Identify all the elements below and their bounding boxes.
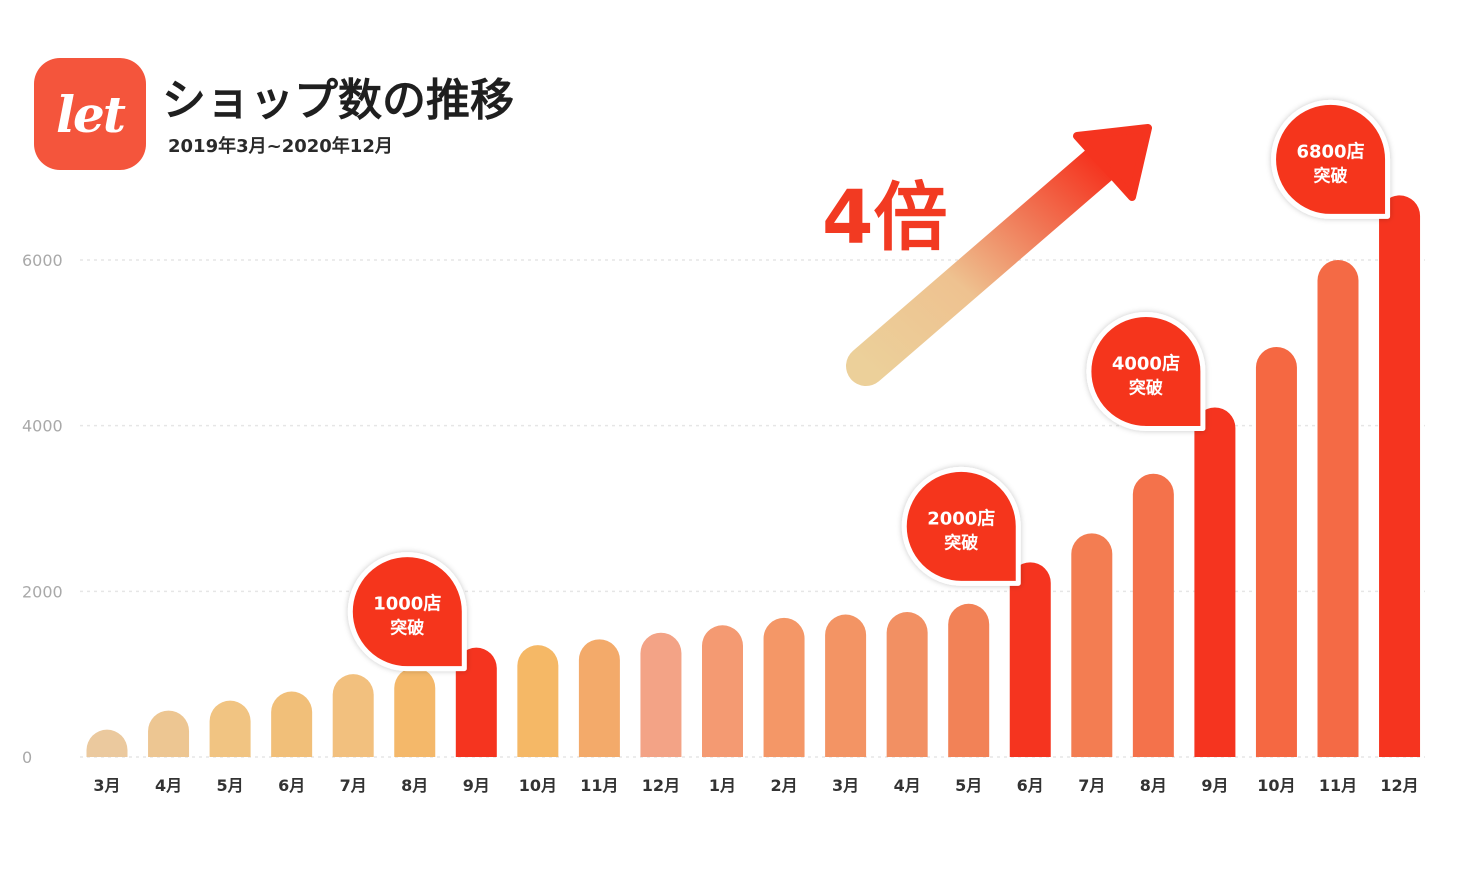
x-tick-label: 8月: [1140, 776, 1167, 795]
bar-6: [394, 667, 436, 757]
bar-9: [578, 639, 620, 757]
milestone-label: 突破: [1314, 165, 1348, 186]
x-tick-label: 6月: [278, 776, 305, 795]
bar-17: [1071, 533, 1113, 757]
bar-13: [825, 614, 867, 757]
x-tick-label: 10月: [1257, 776, 1295, 795]
growth-arrow-shaft: [846, 144, 1120, 386]
x-tick-label: 12月: [1380, 776, 1418, 795]
bar-12: [763, 617, 805, 757]
bars: [86, 195, 1421, 757]
x-tick-label: 2月: [770, 776, 797, 795]
growth-arrow: [846, 124, 1152, 386]
milestone-count: 4000店: [1112, 352, 1180, 374]
bar-19: [1194, 407, 1236, 757]
milestone-badge-shape: [1086, 311, 1206, 431]
bar-11: [702, 625, 743, 757]
y-tick-label: 2000: [22, 582, 63, 601]
x-tick-label: 3月: [93, 776, 120, 795]
bar-7: [455, 647, 497, 757]
milestone-badge-shape: [901, 466, 1021, 586]
x-tick-label: 11月: [580, 776, 618, 795]
x-tick-label: 9月: [1201, 776, 1228, 795]
page-subtitle: 2019年3月~2020年12月: [168, 136, 393, 157]
bar-21: [1317, 260, 1359, 757]
growth-multiplier: 4倍: [822, 175, 948, 261]
bar-3: [209, 700, 251, 757]
x-tick-label: 3月: [832, 776, 859, 795]
bar-1: [86, 729, 128, 757]
bar-14: [886, 612, 928, 757]
x-tick-label: 7月: [1078, 776, 1105, 795]
x-tick-label: 11月: [1319, 776, 1357, 795]
bar-8: [517, 645, 559, 757]
x-tick-label: 12月: [642, 776, 680, 795]
x-tick-label: 5月: [955, 776, 982, 795]
growth-arrow-head: [1073, 124, 1152, 201]
page-title: ショップ数の推移: [162, 75, 514, 126]
x-tick-label: 1月: [709, 776, 736, 795]
bar-16: [1009, 562, 1051, 757]
y-tick-label: 4000: [22, 417, 63, 436]
logo-text: let: [56, 84, 126, 144]
x-axis: 3月 4月 5月 6月 7月 8月 9月 10月 11月 12月 1月 2月 3月 4月 5月 6月 7月 8月 9…: [93, 776, 1418, 795]
bar-2: [148, 710, 190, 757]
bar-22: [1379, 195, 1421, 757]
milestone-badge-shape: [1271, 99, 1391, 219]
milestone-label: 突破: [390, 618, 424, 639]
milestone-badge-shape: [347, 552, 467, 672]
y-tick-label: 6000: [22, 251, 63, 270]
bar-20: [1255, 346, 1297, 757]
x-tick-label: 9月: [463, 776, 490, 795]
y-axis: 0 2000 4000 6000: [22, 251, 63, 767]
milestone-count: 6800店: [1296, 140, 1364, 162]
x-tick-label: 8月: [401, 776, 428, 795]
milestone-count: 2000店: [927, 507, 995, 529]
bar-18: [1132, 473, 1174, 757]
bar-4: [271, 691, 313, 757]
x-tick-label: 6月: [1017, 776, 1044, 795]
milestone-count: 1000店: [373, 593, 441, 615]
bar-5: [332, 674, 374, 757]
bar-10: [640, 632, 682, 757]
x-tick-label: 4月: [894, 776, 921, 795]
bar-15: [948, 603, 990, 757]
x-tick-label: 10月: [519, 776, 557, 795]
x-tick-label: 7月: [340, 776, 367, 795]
x-tick-label: 4月: [155, 776, 182, 795]
y-tick-label: 0: [22, 748, 32, 767]
let-logo: let: [34, 58, 146, 170]
milestone-label: 突破: [944, 532, 978, 553]
milestone-label: 突破: [1129, 377, 1163, 398]
x-tick-label: 5月: [217, 776, 244, 795]
